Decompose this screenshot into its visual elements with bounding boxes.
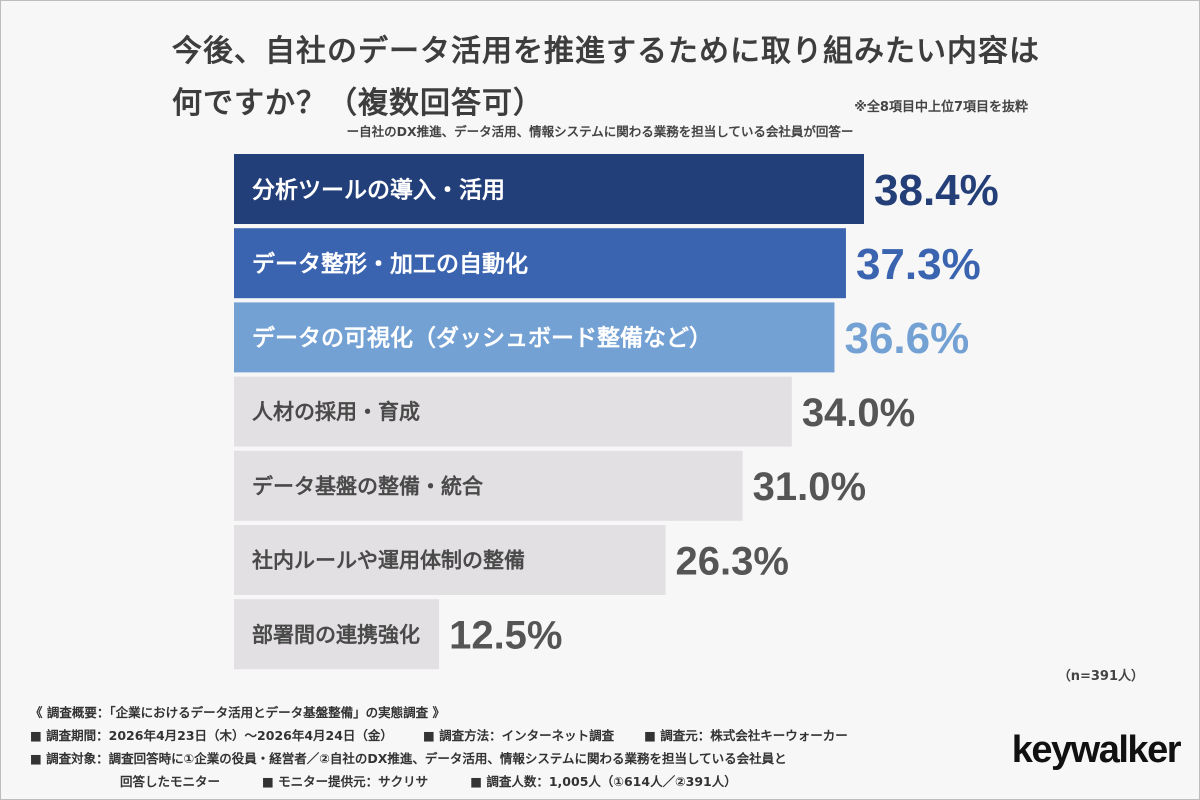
value-label-1: 38.4% <box>874 166 999 215</box>
survey-method: ■ 調査方法：インターネット調査 <box>422 728 615 743</box>
chart-note: ※全8項目中上位7項目を抜粋 <box>854 100 1028 115</box>
value-label-2: 37.3% <box>856 240 981 289</box>
bar-label-2: データ整形・加工の自動化 <box>252 250 528 277</box>
survey-target-cont: 回答したモニター <box>120 774 221 789</box>
bar-label-4: 人材の採用・育成 <box>252 400 420 424</box>
survey-period: ■ 調査期間：2026年4月23日（木）〜2026年4月24日（金） <box>30 728 393 743</box>
bar-5 <box>234 450 743 521</box>
bar-1 <box>234 154 864 224</box>
bar-label-5: データ基盤の整備・統合 <box>252 474 484 498</box>
survey-count: ■ 調査人数：1,005人（①614人／②391人） <box>470 774 737 789</box>
bar-2 <box>234 228 846 299</box>
survey-title: 《 調査概要：「企業におけるデータ活用とデータ基盤整備」の実態調査 》 <box>30 705 445 720</box>
bar-3 <box>234 302 835 373</box>
survey-target: ■ 調査対象：調査回答時に①企業の役員・経営者／②自社のDX推進、データ活用、情… <box>30 751 787 766</box>
keywalker-logo: keywalker <box>1011 729 1182 771</box>
bar-7 <box>234 599 440 670</box>
survey-row-1: ■ 調査期間：2026年4月23日（木）〜2026年4月24日（金） ■ 調査方法… <box>30 724 848 747</box>
survey-source: ■ 調査元：株式会社キーウォーカー <box>644 728 848 743</box>
survey-row-3: 回答したモニター ■ モニター提供元：サクリサ ■ 調査人数：1,005人（①614… <box>30 770 848 793</box>
survey-summary: 《 調査概要：「企業におけるデータ活用とデータ基盤整備」の実態調査 》 ■ 調査… <box>30 701 848 793</box>
bar-label-7: 部署間の連携強化 <box>252 623 420 647</box>
value-label-6: 26.3% <box>675 539 788 583</box>
bar-4 <box>234 376 792 447</box>
bar-chart: 分析ツールの導入・活用 38.4% データ整形・加工の自動化 37.3% データの可視化… <box>234 154 999 670</box>
bar-label-3: データの可視化（ダッシュボード整備など） <box>252 325 712 352</box>
chart-title: 今後、自社のデータ活用を推進するために取り組みたい内容は 何ですか？（複数回答可… <box>172 26 1052 130</box>
value-label-7: 12.5% <box>449 614 562 658</box>
chart-title-line2: 何ですか？（複数回答可） <box>172 86 544 121</box>
value-label-4: 34.0% <box>802 391 915 435</box>
chart-subtitle: ー自社のDX推進、データ活用、情報システムに関わる業務を担当している会社員が回答… <box>346 124 854 139</box>
bar-label-1: 分析ツールの導入・活用 <box>252 176 505 203</box>
sample-size-label: （n=391人） <box>1057 669 1144 684</box>
chart-title-line1: 今後、自社のデータ活用を推進するために取り組みたい内容は <box>172 34 1040 69</box>
survey-provider: ■ モニター提供元：サクリサ <box>262 774 429 789</box>
bar-6 <box>234 525 666 595</box>
value-label-5: 31.0% <box>753 465 866 509</box>
bar-label-6: 社内ルールや運用体制の整備 <box>251 549 525 573</box>
value-label-3: 36.6% <box>844 314 969 363</box>
